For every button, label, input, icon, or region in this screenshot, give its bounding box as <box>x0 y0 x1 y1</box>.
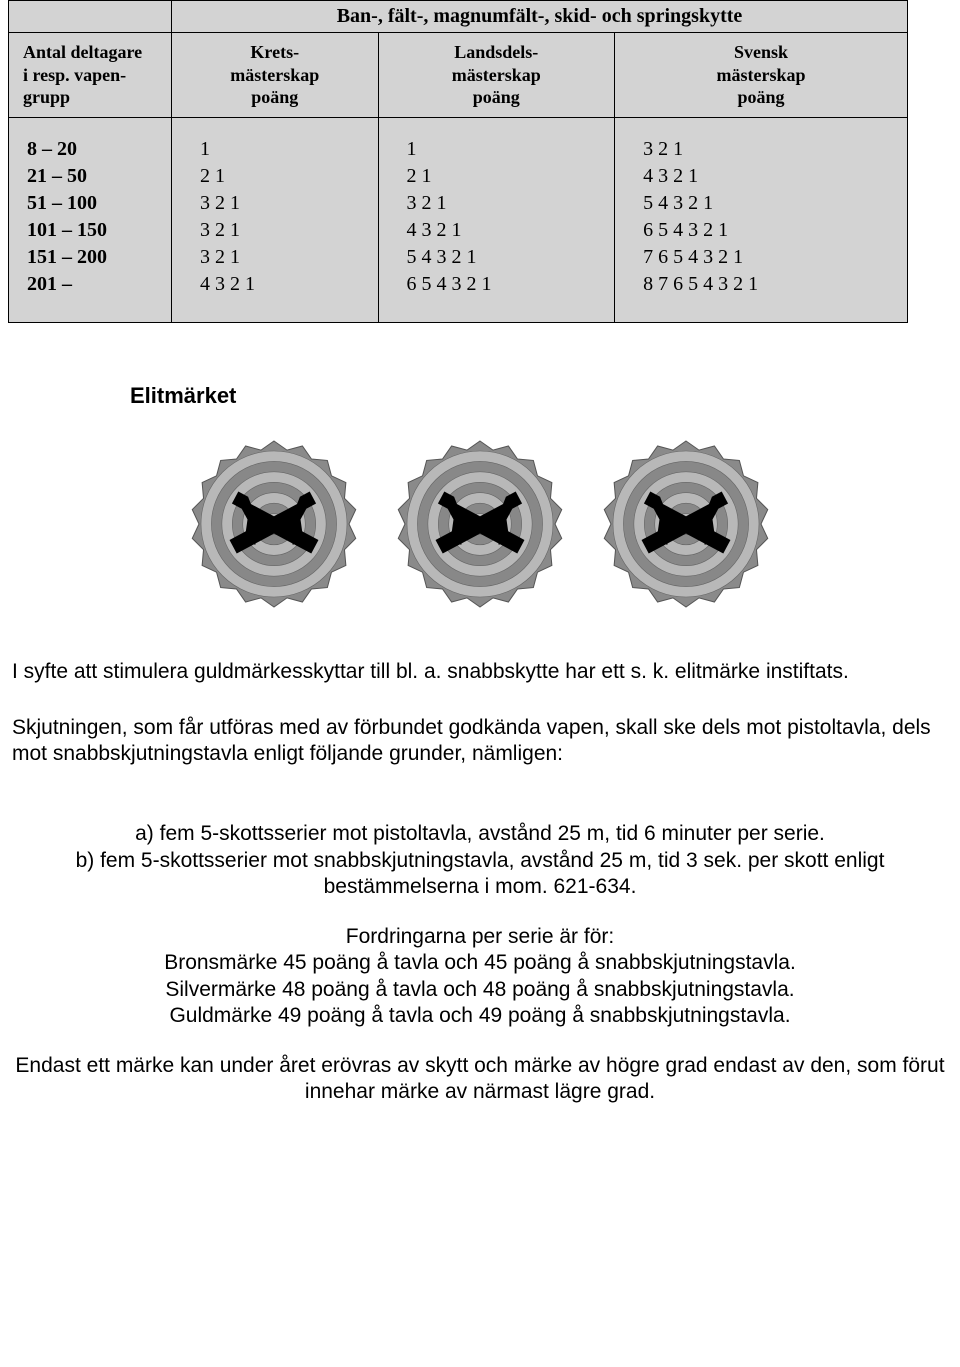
body-text: I syfte att stimulera guldmärkesskyttar … <box>12 659 948 1106</box>
table-col-landsdels: 1 2 1 3 2 1 4 3 2 1 5 4 3 2 1 6 5 4 3 2 … <box>378 117 615 322</box>
points-table: Ban-, fält-, magnumfält-, skid- och spri… <box>8 0 908 323</box>
table-header-2: Landsdels- mästerskap poäng <box>378 33 615 118</box>
paragraph-4-line3: Silvermärke 48 poäng å tavla och 48 poän… <box>12 977 948 1003</box>
table-col-krets: 1 2 1 3 2 1 3 2 1 3 2 1 4 3 2 1 <box>172 117 379 322</box>
paragraph-3b: b) fem 5-skottsserier mot snabbskjutning… <box>12 848 948 901</box>
paragraph-4-line1: Fordringarna per serie är för: <box>12 924 948 950</box>
paragraph-4-line4: Guldmärke 49 poäng å tavla och 49 poäng … <box>12 1003 948 1029</box>
section-title-elitmarket: Elitmärket <box>130 383 960 409</box>
paragraph-4-line2: Bronsmärke 45 poäng å tavla och 45 poäng… <box>12 950 948 976</box>
table-header-3: Svensk mästerskap poäng <box>615 33 908 118</box>
paragraph-1: I syfte att stimulera guldmärkesskyttar … <box>12 659 948 685</box>
badge-icon <box>395 439 565 609</box>
table-col-svensk: 3 2 1 4 3 2 1 5 4 3 2 1 6 5 4 3 2 1 7 6 … <box>615 117 908 322</box>
paragraph-2: Skjutningen, som får utföras med av förb… <box>12 715 948 768</box>
table-header-0: Antal deltagare i resp. vapen- grupp <box>9 33 172 118</box>
table-col-participants: 8 – 20 21 – 50 51 – 100 101 – 150 151 – … <box>9 117 172 322</box>
badge-row <box>0 439 960 609</box>
badge-icon <box>601 439 771 609</box>
table-title-blank <box>9 1 172 33</box>
paragraph-5: Endast ett märke kan under året erövras … <box>12 1053 948 1106</box>
table-header-1: Krets- mästerskap poäng <box>172 33 379 118</box>
paragraph-3a: a) fem 5-skottsserier mot pistoltavla, a… <box>12 821 948 847</box>
table-title: Ban-, fält-, magnumfält-, skid- och spri… <box>172 1 908 33</box>
badge-icon <box>189 439 359 609</box>
document-page: Ban-, fält-, magnumfält-, skid- och spri… <box>0 0 960 1106</box>
